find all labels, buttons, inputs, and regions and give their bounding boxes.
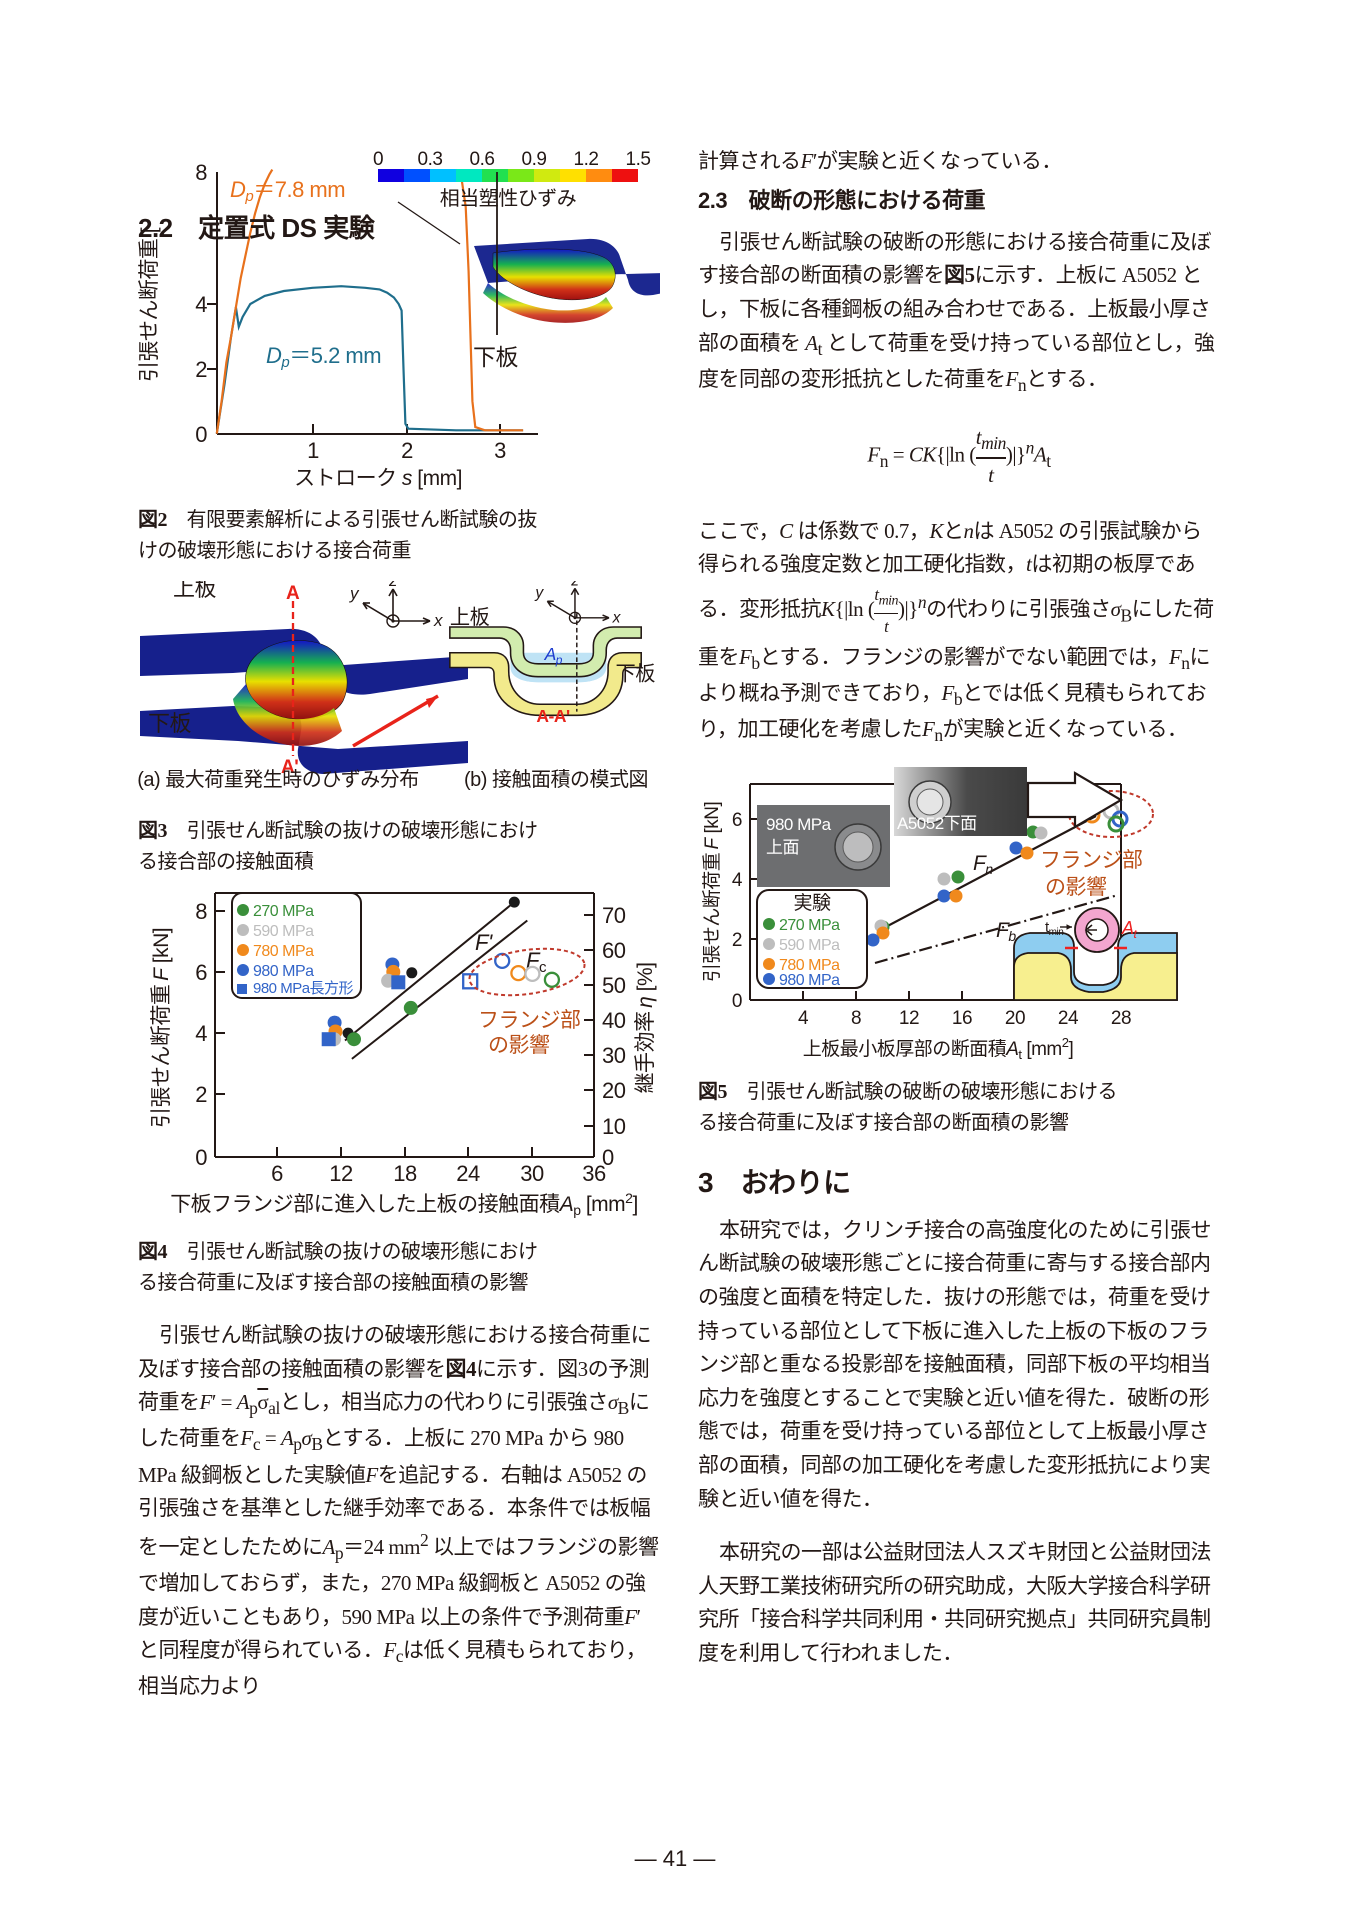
svg-text:1.5: 1.5	[626, 149, 651, 170]
svg-text:8: 8	[195, 899, 207, 924]
svg-text:12: 12	[329, 1161, 353, 1186]
svg-text:4: 4	[732, 870, 743, 891]
svg-text:下板: 下板	[473, 344, 519, 370]
svg-text:4: 4	[798, 1008, 809, 1029]
svg-text:980 MPa: 980 MPa	[766, 815, 832, 834]
svg-text:y: y	[349, 584, 360, 603]
svg-text:3: 3	[494, 438, 506, 463]
svg-text:x: x	[433, 611, 443, 630]
svg-text:(b) 接触面積の模式図: (b) 接触面積の模式図	[464, 768, 648, 791]
svg-text:x: x	[612, 609, 622, 626]
svg-text:780 MPa: 780 MPa	[253, 943, 314, 960]
svg-text:Fc: Fc	[526, 948, 547, 976]
svg-text:30: 30	[520, 1161, 544, 1186]
svg-text:Dp＝7.8 mm: Dp＝7.8 mm	[230, 177, 345, 205]
svg-text:0: 0	[195, 422, 207, 447]
svg-text:1.2: 1.2	[574, 149, 599, 170]
svg-text:相当塑性ひずみ: 相当塑性ひずみ	[440, 187, 577, 210]
svg-text:tmin: tmin	[1045, 919, 1063, 938]
svg-text:24: 24	[456, 1161, 480, 1186]
svg-text:980 MPa: 980 MPa	[779, 972, 840, 989]
svg-text:2: 2	[732, 930, 742, 951]
svg-text:6: 6	[271, 1161, 283, 1186]
svg-text:F': F'	[475, 930, 493, 955]
svg-text:20: 20	[1005, 1008, 1025, 1029]
svg-text:実験: 実験	[793, 892, 831, 914]
svg-text:16: 16	[952, 1008, 972, 1029]
svg-text:上板: 上板	[450, 606, 490, 629]
svg-text:30: 30	[602, 1043, 626, 1068]
svg-text:8: 8	[195, 160, 207, 185]
svg-text:50: 50	[602, 973, 626, 998]
svg-text:0.3: 0.3	[418, 149, 443, 170]
svg-text:60: 60	[602, 938, 626, 963]
svg-text:(a) 最大荷重発生時のひずみ分布: (a) 最大荷重発生時のひずみ分布	[138, 768, 419, 791]
svg-text:590 MPa: 590 MPa	[253, 923, 314, 940]
svg-text:2.2 定置式 DS 実験: 2.2 定置式 DS 実験	[138, 213, 376, 243]
svg-text:継手効率 η [%]: 継手効率 η [%]	[634, 962, 657, 1093]
svg-text:Fb: Fb	[996, 919, 1016, 944]
svg-text:z: z	[388, 581, 398, 590]
svg-text:下板: 下板	[615, 662, 655, 685]
svg-text:Fn: Fn	[973, 852, 993, 877]
svg-text:10: 10	[602, 1114, 626, 1139]
svg-text:28: 28	[1111, 1008, 1131, 1029]
svg-text:の影響: の影響	[488, 1034, 550, 1057]
svg-text:6: 6	[195, 960, 207, 985]
svg-text:270 MPa: 270 MPa	[253, 903, 314, 920]
svg-text:0: 0	[373, 149, 383, 170]
svg-text:下板フランジ部に進入した上板の接触面積Ap [mm2]: 下板フランジ部に進入した上板の接触面積Ap [mm2]	[170, 1190, 638, 1218]
svg-text:1: 1	[307, 438, 319, 463]
svg-text:0: 0	[602, 1145, 614, 1170]
svg-text:A: A	[286, 583, 300, 604]
svg-text:A5052下面: A5052下面	[897, 814, 977, 833]
svg-text:引張せん断荷重 F [kN]: 引張せん断荷重 F [kN]	[150, 928, 173, 1128]
svg-text:0.9: 0.9	[522, 149, 547, 170]
svg-text:2: 2	[401, 438, 413, 463]
svg-text:0: 0	[195, 1145, 207, 1170]
svg-text:下板: 下板	[148, 711, 192, 736]
svg-text:24: 24	[1058, 1008, 1079, 1029]
svg-text:980 MPa: 980 MPa	[253, 963, 314, 980]
svg-text:40: 40	[602, 1008, 626, 1033]
svg-text:フランジ部: フランジ部	[478, 1009, 581, 1032]
svg-text:上板: 上板	[173, 581, 217, 601]
svg-text:2: 2	[195, 357, 207, 382]
svg-text:12: 12	[899, 1008, 919, 1029]
svg-text:8: 8	[851, 1008, 861, 1029]
svg-text:ストローク s [mm]: ストローク s [mm]	[294, 467, 462, 490]
svg-text:z: z	[570, 581, 579, 590]
svg-text:2: 2	[195, 1082, 207, 1107]
svg-text:20: 20	[602, 1078, 626, 1103]
svg-text:A-A': A-A'	[536, 706, 570, 726]
svg-text:0.6: 0.6	[470, 149, 495, 170]
svg-text:Ap: Ap	[544, 644, 563, 667]
svg-text:引張せん断荷重 [: 引張せん断荷重 [	[138, 227, 161, 382]
svg-text:0: 0	[732, 991, 742, 1012]
svg-text:フランジ部: フランジ部	[1040, 849, 1143, 872]
svg-text:980 MPa長方形: 980 MPa長方形	[253, 980, 354, 997]
svg-text:At: At	[1121, 918, 1138, 941]
svg-text:70: 70	[602, 903, 626, 928]
svg-text:上面: 上面	[766, 838, 799, 857]
svg-text:y: y	[534, 585, 544, 602]
svg-text:18: 18	[393, 1161, 417, 1186]
svg-text:590 MPa: 590 MPa	[779, 937, 840, 954]
svg-text:引張せん断荷重 F [kN]: 引張せん断荷重 F [kN]	[701, 802, 723, 982]
svg-text:上板最小板厚部の断面積At [mm2]: 上板最小板厚部の断面積At [mm2]	[803, 1035, 1074, 1062]
svg-text:4: 4	[195, 1021, 207, 1046]
svg-text:270 MPa: 270 MPa	[779, 917, 840, 934]
svg-text:6: 6	[732, 810, 742, 831]
svg-text:Dp＝5.2 mm: Dp＝5.2 mm	[266, 343, 381, 371]
svg-text:4: 4	[195, 292, 207, 317]
svg-text:の影響: の影響	[1045, 876, 1107, 899]
